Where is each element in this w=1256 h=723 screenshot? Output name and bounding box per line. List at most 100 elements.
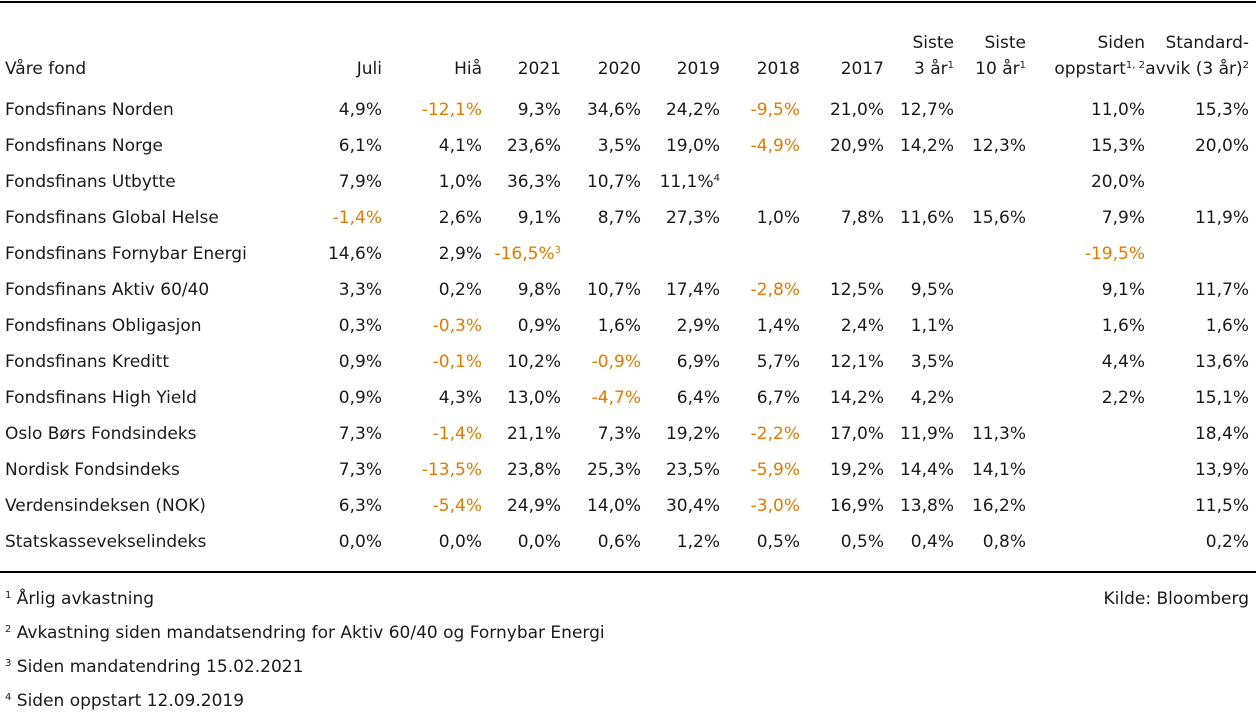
cell-value: 24,9%	[506, 496, 561, 516]
footnote-text: Årlig avkastning	[16, 589, 155, 609]
cell-value: 6,7%	[756, 388, 800, 408]
table-bottom-rule	[0, 571, 1256, 573]
cell-2020: 0,6%	[561, 524, 641, 560]
table-row: Fondsfinans Aktiv 60/40 3,3% 0,2% 9,8% 10,7%…	[0, 272, 1256, 308]
cell-juli: 3,3%	[300, 272, 382, 308]
cell-siste-10-ar	[954, 84, 1026, 128]
cell-value: 4,9%	[338, 100, 382, 120]
cell-value: -0,1%	[432, 352, 482, 372]
cell-hia: -1,4%	[382, 416, 482, 452]
cell-2020	[561, 236, 641, 272]
cell-2020: 8,7%	[561, 200, 641, 236]
cell-siden-oppstart: 4,4%	[1026, 344, 1145, 380]
cell-value: -1,4%	[332, 208, 382, 228]
cell-value: 11,6%	[899, 208, 954, 228]
footnote-number: 2	[5, 624, 12, 635]
cell-hia: -12,1%	[382, 84, 482, 128]
fund-name: Fondsfinans Obligasjon	[5, 316, 202, 336]
cell-juli: 14,6%	[300, 236, 382, 272]
cell-2020: -4,7%	[561, 380, 641, 416]
cell-siste-10-ar	[954, 272, 1026, 308]
table-row: Nordisk Fondsindeks 7,3% -13,5% 23,8% 25,3% 2…	[0, 452, 1256, 488]
cell-2018: 1,0%	[720, 200, 800, 236]
cell-value: 6,3%	[338, 496, 382, 516]
cell-2017: 12,5%	[800, 272, 884, 308]
cell-value: 14,4%	[899, 460, 954, 480]
header-hia: Hiå	[454, 59, 482, 79]
fund-name: Fondsfinans Fornybar Energi	[5, 244, 247, 264]
cell-value: 13,9%	[1194, 460, 1249, 480]
cell-value: 14,2%	[829, 388, 884, 408]
cell-value: 4,3%	[438, 388, 482, 408]
header-std-line2: avvik (3 år)	[1145, 59, 1243, 79]
cell-value: -4,9%	[750, 136, 800, 156]
cell-2017: 12,1%	[800, 344, 884, 380]
header-2021: 2021	[517, 59, 561, 79]
cell-juli: 7,3%	[300, 452, 382, 488]
fund-name: Oslo Børs Fondsindeks	[5, 424, 197, 444]
table-row: Fondsfinans Norden 4,9% -12,1% 9,3% 34,6% 24,…	[0, 84, 1256, 128]
cell-value: 0,2%	[438, 280, 482, 300]
cell-2017	[800, 164, 884, 200]
fund-name: Fondsfinans High Yield	[5, 388, 197, 408]
cell-2018: -5,9%	[720, 452, 800, 488]
cell-siden-oppstart: 20,0%	[1026, 164, 1145, 200]
cell-standardavvik: 15,3%	[1145, 84, 1256, 128]
cell-value: 17,0%	[829, 424, 884, 444]
cell-footnote-ref: 4	[713, 173, 720, 184]
cell-siste-3-ar: 12,7%	[884, 84, 954, 128]
cell-value: 11,1%	[659, 172, 714, 192]
cell-value: 10,7%	[586, 280, 641, 300]
cell-hia: 4,3%	[382, 380, 482, 416]
cell-value: 16,9%	[829, 496, 884, 516]
cell-value: 13,8%	[899, 496, 954, 516]
header-siden-line1: Siden	[1097, 33, 1145, 53]
header-siste-3-line1: Siste	[912, 33, 955, 53]
fund-name: Fondsfinans Aktiv 60/40	[5, 280, 210, 300]
cell-value: 2,4%	[840, 316, 884, 336]
cell-value: 12,1%	[829, 352, 884, 372]
cell-2018: 6,7%	[720, 380, 800, 416]
cell-value: -3,0%	[750, 496, 800, 516]
cell-value: 8,7%	[597, 208, 641, 228]
cell-hia: -5,4%	[382, 488, 482, 524]
cell-value: 9,3%	[517, 100, 561, 120]
cell-standardavvik: 13,6%	[1145, 344, 1256, 380]
cell-value: 3,5%	[597, 136, 641, 156]
cell-value: 13,0%	[506, 388, 561, 408]
cell-value: 18,4%	[1194, 424, 1249, 444]
cell-2017: 21,0%	[800, 84, 884, 128]
cell-value: -0,9%	[591, 352, 641, 372]
footnote-text: Avkastning siden mandatsendring for Akti…	[16, 623, 605, 643]
cell-value: 12,3%	[971, 136, 1026, 156]
cell-2021: 21,1%	[482, 416, 561, 452]
cell-2019: 23,5%	[641, 452, 720, 488]
cell-value: -1,4%	[432, 424, 482, 444]
cell-juli: 0,3%	[300, 308, 382, 344]
cell-siste-3-ar: 1,1%	[884, 308, 954, 344]
cell-juli: 6,3%	[300, 488, 382, 524]
cell-value: 4,1%	[438, 136, 482, 156]
cell-2020: 34,6%	[561, 84, 641, 128]
cell-standardavvik	[1145, 164, 1256, 200]
footnote-text: Siden mandatendring 15.02.2021	[16, 657, 304, 677]
cell-2021: 0,9%	[482, 308, 561, 344]
cell-value: 6,9%	[676, 352, 720, 372]
cell-value: 7,9%	[338, 172, 382, 192]
cell-2020: 1,6%	[561, 308, 641, 344]
cell-siste-10-ar: 11,3%	[954, 416, 1026, 452]
cell-value: 4,4%	[1101, 352, 1145, 372]
cell-2018	[720, 164, 800, 200]
cell-value: 0,0%	[338, 532, 382, 552]
cell-value: 30,4%	[665, 496, 720, 516]
header-siste-10-ar: Siste 10 år1	[954, 30, 1026, 84]
cell-value: 27,3%	[665, 208, 720, 228]
header-siden-oppstart: Siden oppstart1, 2	[1026, 30, 1145, 84]
cell-value: 12,7%	[899, 100, 954, 120]
cell-siste-10-ar: 15,6%	[954, 200, 1026, 236]
footnote-item: 2 Avkastning siden mandatsendring for Ak…	[5, 621, 605, 655]
cell-value: 15,3%	[1090, 136, 1145, 156]
header-siden-line2: oppstart	[1054, 59, 1126, 79]
cell-value: -0,3%	[432, 316, 482, 336]
cell-value: 14,6%	[327, 244, 382, 264]
